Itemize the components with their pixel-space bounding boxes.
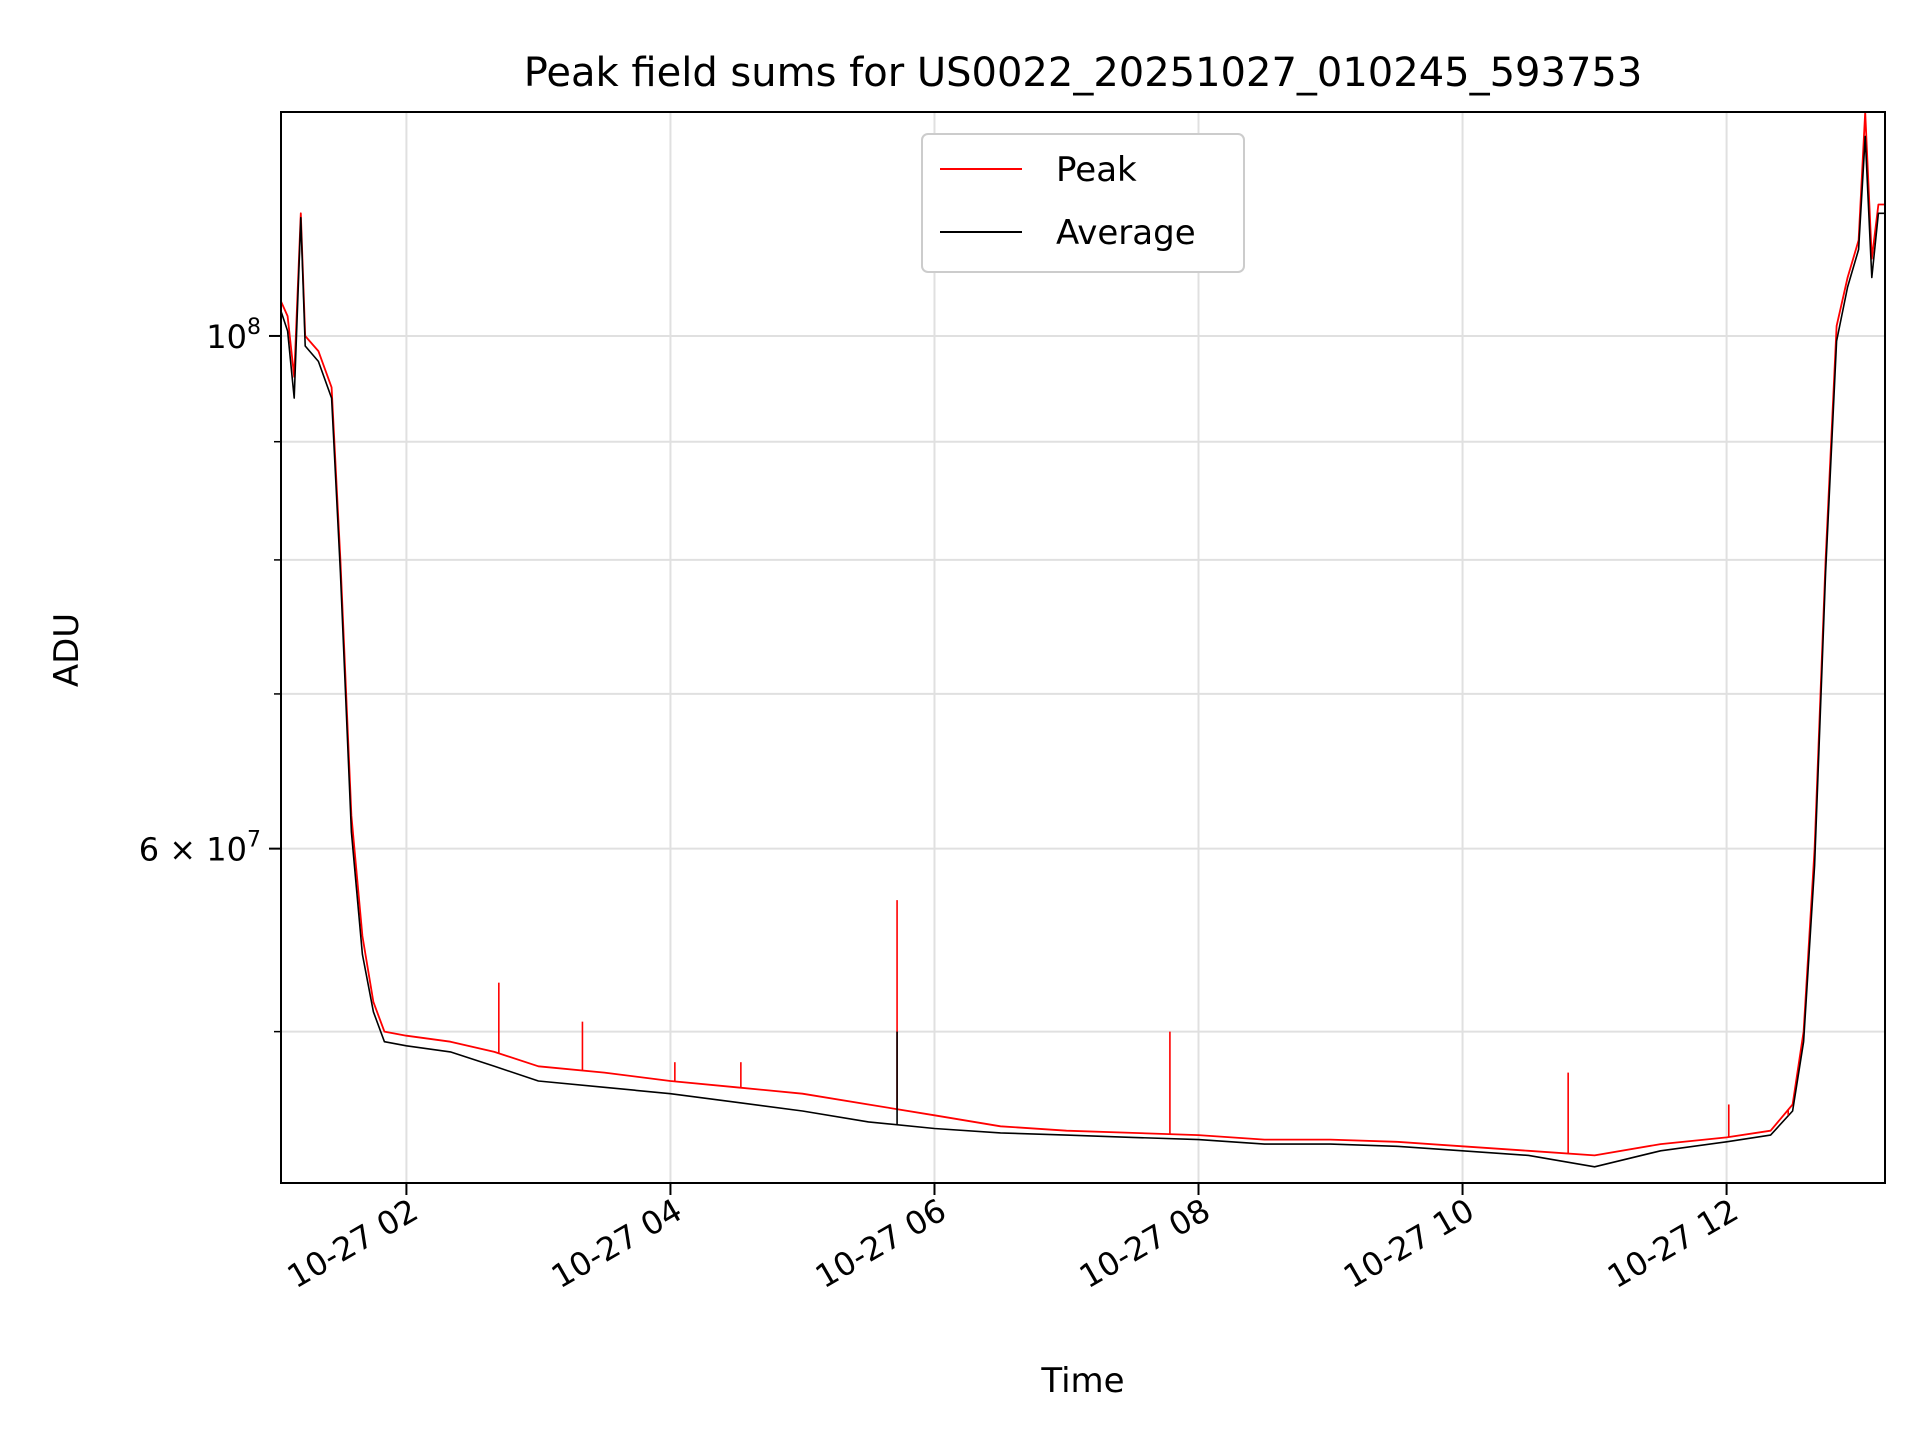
legend-label-average: Average [1056, 213, 1196, 253]
x-axis-label: Time [1040, 1361, 1124, 1401]
legend-label-peak: Peak [1056, 150, 1137, 190]
series-layer [281, 112, 1885, 1168]
chart-title: Peak field sums for US0022_20251027_0102… [524, 50, 1643, 96]
y-tick-label: 6 × 107 [139, 828, 261, 869]
y-tick-label: 108 [206, 315, 261, 356]
y-axis: 108 6 × 107 [139, 315, 281, 1033]
series-line-average [281, 135, 1885, 1168]
grid [281, 112, 1885, 1183]
y-axis-label: ADU [47, 613, 87, 687]
legend: Peak Average [921, 133, 1245, 273]
plot-frame [280, 111, 1886, 1184]
